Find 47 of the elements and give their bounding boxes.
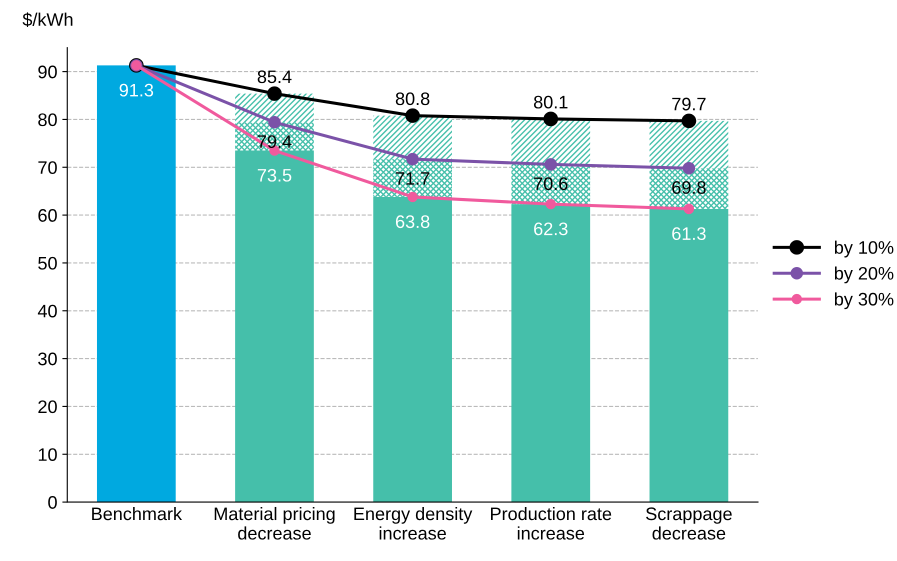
- y-tick-label: 60: [38, 209, 57, 222]
- point: [268, 116, 281, 129]
- bar: [373, 196, 452, 502]
- data-label: 79.4: [258, 135, 292, 148]
- bar: [650, 120, 728, 168]
- x-tick-label: Material pricing decrease: [214, 506, 335, 540]
- y-tick-label: 40: [38, 304, 57, 318]
- x-tick-label: Production rate increase: [491, 506, 612, 540]
- point: [406, 152, 419, 166]
- legend-label: by 30%: [834, 292, 894, 310]
- y-tick-label: 70: [38, 161, 57, 174]
- point: [546, 198, 556, 210]
- y-tick-label: 10: [38, 448, 57, 461]
- data-label: 61.3: [672, 227, 706, 240]
- data-label: 91.3: [120, 84, 154, 97]
- point: [405, 108, 420, 123]
- data-label: 85.4: [258, 70, 292, 84]
- bar: [235, 150, 314, 502]
- data-label: 73.5: [258, 168, 292, 182]
- y-tick-label: 80: [38, 113, 57, 126]
- point: [682, 114, 696, 128]
- x-tick-label: Benchmark: [92, 506, 182, 520]
- y-tick-label: 0: [48, 496, 57, 509]
- data-label: 62.3: [534, 222, 568, 236]
- point: [407, 192, 418, 202]
- legend-label: by 20%: [834, 266, 894, 284]
- point: [682, 162, 696, 174]
- y-tick-label: 50: [38, 256, 57, 270]
- data-label: 79.7: [672, 98, 706, 110]
- bar: [96, 65, 176, 502]
- data-label: 63.8: [396, 215, 430, 228]
- point: [543, 112, 558, 126]
- legend-label: by 10%: [834, 240, 894, 258]
- point: [684, 204, 694, 214]
- x-tick-label: Scrappage decrease: [646, 507, 732, 540]
- bar: [511, 204, 590, 502]
- bar: [650, 208, 728, 502]
- y-tick-label: 30: [38, 352, 57, 366]
- point: [267, 86, 282, 101]
- x-tick-label: Energy density increase: [354, 506, 472, 540]
- point: [544, 158, 558, 171]
- y-axis-title: $/kWh: [22, 12, 72, 28]
- data-label: 80.1: [534, 96, 568, 109]
- data-label: 80.8: [396, 92, 430, 106]
- y-tick-label: 90: [38, 66, 57, 78]
- bar: [511, 118, 590, 164]
- y-tick-label: 20: [38, 400, 57, 414]
